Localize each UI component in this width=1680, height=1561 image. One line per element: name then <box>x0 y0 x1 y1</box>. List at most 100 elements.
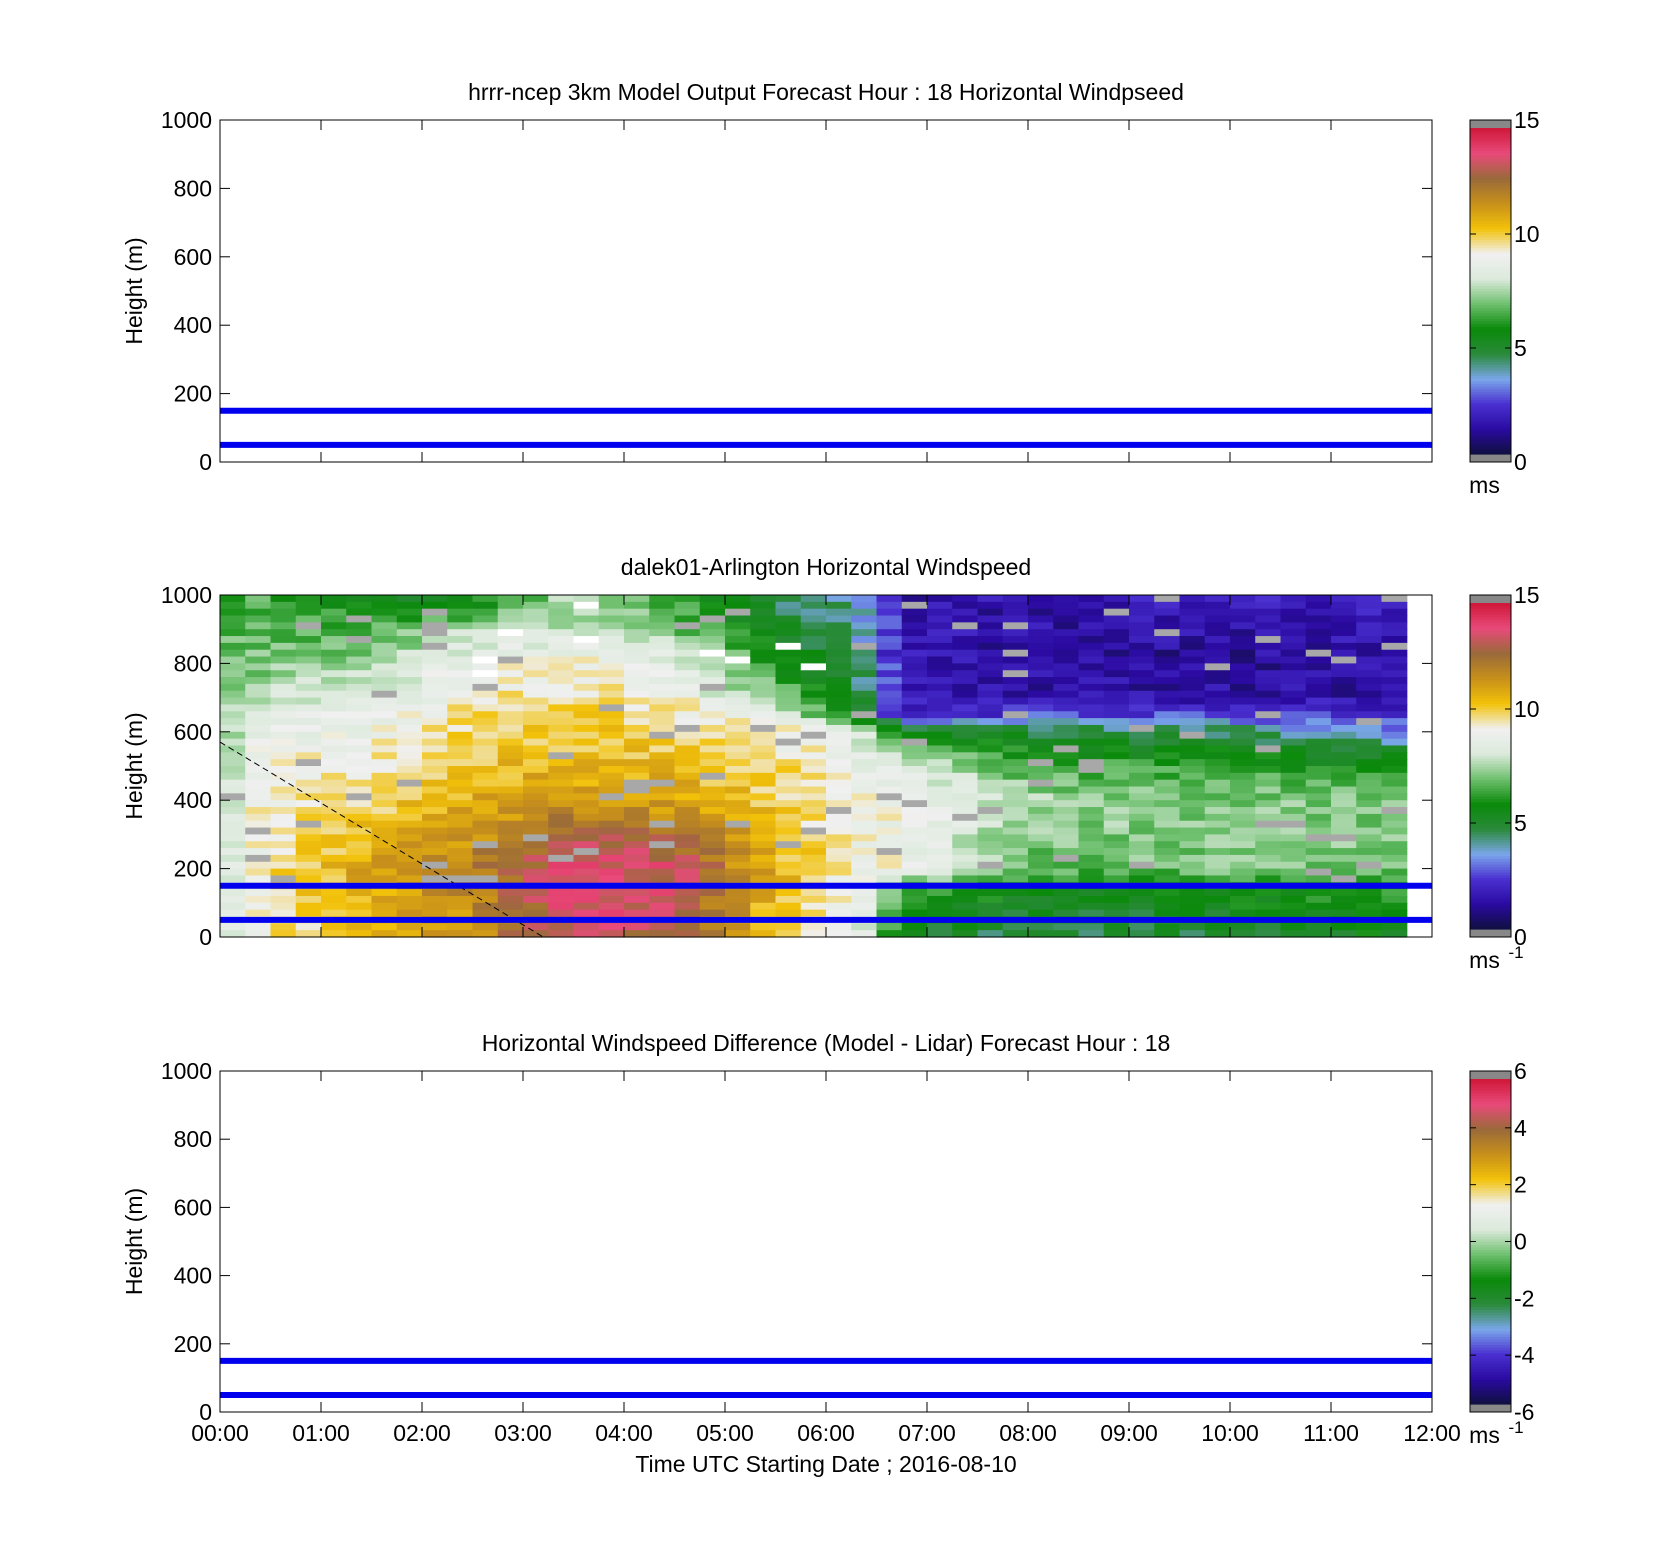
colorbar-segment <box>1470 369 1511 374</box>
heatmap-cell <box>1204 595 1231 603</box>
heatmap-cell <box>826 615 852 623</box>
heatmap-cell <box>725 861 751 870</box>
heatmap-cell <box>497 834 524 842</box>
heatmap-cell <box>1078 800 1105 808</box>
heatmap-cell <box>775 923 802 931</box>
colorbar-segment <box>1470 1252 1511 1256</box>
colorbar-segment <box>1470 1292 1511 1297</box>
heatmap-cell <box>1179 752 1206 760</box>
heatmap-cell <box>295 807 322 815</box>
heatmap-cell <box>321 670 347 678</box>
heatmap-cell <box>901 690 928 699</box>
heatmap-cell <box>270 663 297 671</box>
heatmap-cell <box>1204 841 1231 849</box>
heatmap-cell <box>876 861 903 870</box>
heatmap-cell <box>396 813 423 822</box>
heatmap-cell <box>1129 793 1155 801</box>
heatmap-cell <box>1129 861 1155 870</box>
heatmap-cell <box>826 909 852 918</box>
heatmap-cell <box>220 854 246 863</box>
heatmap-cell <box>1255 738 1282 747</box>
heatmap-cell <box>1129 711 1155 719</box>
heatmap-cell <box>977 909 1004 918</box>
colorbar-segment <box>1470 337 1511 341</box>
heatmap-cell <box>699 711 726 719</box>
heatmap-cell <box>523 820 549 829</box>
heatmap-cell <box>1053 841 1080 849</box>
heatmap-cell <box>699 854 726 863</box>
heatmap-cell <box>220 690 246 699</box>
x-tick-label: 05:00 <box>696 1420 754 1446</box>
heatmap-cell <box>927 697 953 706</box>
heatmap-cell <box>447 622 474 630</box>
heatmap-cell <box>851 711 878 719</box>
heatmap-cell <box>674 834 701 842</box>
heatmap-cell <box>1255 772 1282 781</box>
heatmap-cell <box>598 683 625 692</box>
heatmap-cell <box>851 697 878 706</box>
heatmap-cell <box>1154 779 1181 788</box>
colorbar-segment <box>1470 220 1511 224</box>
heatmap-cell <box>901 677 928 685</box>
colorbar-segment <box>1470 1325 1511 1329</box>
heatmap-cell <box>472 766 499 774</box>
heatmap-cell <box>321 889 347 897</box>
heatmap-cell <box>1002 848 1029 856</box>
heatmap-cell <box>447 923 474 931</box>
heatmap-cell <box>1103 711 1130 719</box>
heatmap-cell <box>851 800 878 808</box>
colorbar-segment <box>1470 798 1511 802</box>
heatmap-cell <box>649 848 676 856</box>
heatmap-cell <box>1356 759 1383 767</box>
heatmap-cell <box>649 889 676 897</box>
heatmap-cell <box>725 642 751 651</box>
heatmap-cell <box>270 895 297 904</box>
colorbar-segment <box>1470 149 1511 154</box>
heatmap-cell <box>396 895 423 904</box>
colorbar-segment <box>1470 1173 1511 1178</box>
colorbar-segment <box>1470 1287 1511 1291</box>
heatmap-cell <box>800 670 827 678</box>
heatmap-cell <box>649 813 676 822</box>
heatmap-cell <box>775 841 802 849</box>
heatmap-cell <box>851 738 878 747</box>
heatmap-cell <box>1331 683 1357 692</box>
heatmap-cell <box>1381 663 1408 671</box>
heatmap-cell <box>1381 834 1408 842</box>
heatmap-cell <box>826 807 852 815</box>
colorbar-segment <box>1470 882 1511 887</box>
heatmap-cell <box>927 670 953 678</box>
heatmap-cell <box>1179 759 1206 767</box>
heatmap-cell <box>977 779 1004 788</box>
heatmap-cell <box>1280 745 1307 753</box>
heatmap-cell <box>1028 779 1054 788</box>
heatmap-cell <box>1204 861 1231 870</box>
heatmap-cell <box>1179 663 1206 671</box>
heatmap-cell <box>750 656 777 664</box>
heatmap-cell <box>1230 800 1256 808</box>
heatmap-cell <box>548 711 575 719</box>
heatmap-cell <box>624 711 650 719</box>
heatmap-cell <box>1129 848 1155 856</box>
heatmap-cell <box>548 766 575 774</box>
colorbar-segment <box>1470 1246 1511 1251</box>
heatmap-cell <box>1356 595 1383 603</box>
heatmap-cell <box>346 766 373 774</box>
heatmap-cell <box>1331 636 1357 644</box>
colorbar-segment <box>1470 638 1511 642</box>
heatmap-cell <box>497 759 524 767</box>
heatmap-cell <box>775 718 802 726</box>
heatmap-cell <box>1356 670 1383 678</box>
heatmap-cell <box>295 766 322 774</box>
heatmap-cell <box>497 622 524 630</box>
heatmap-cell <box>548 642 575 651</box>
heatmap-cell <box>1204 854 1231 863</box>
heatmap-cell <box>1078 834 1105 842</box>
heatmap-cell <box>1129 601 1155 610</box>
heatmap-cell <box>901 807 928 815</box>
heatmap-cell <box>901 595 928 603</box>
heatmap-cell <box>396 615 423 623</box>
heatmap-cell <box>270 718 297 726</box>
heatmap-cell <box>699 923 726 931</box>
heatmap-cell <box>321 772 347 781</box>
